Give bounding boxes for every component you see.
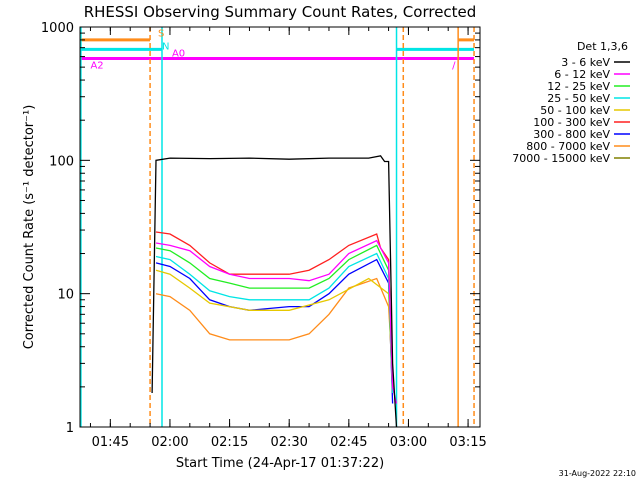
legend-entry-6: 300 - 800 keV [533,128,610,141]
series-layer [151,155,398,428]
x-tick-label-3: 02:30 [270,435,307,450]
y-tick-label-0: 1 [66,421,74,436]
x-tick-label-0: 01:45 [92,435,129,450]
flag-annotation-1: N [162,41,169,52]
series-line-50-100-keV [155,269,394,394]
flag-annotation-4: / [452,60,456,71]
series-line-300-800-keV [155,258,394,404]
chart-title: RHESSI Observing Summary Count Rates, Co… [84,3,477,21]
x-tick-label-6: 03:15 [449,435,486,450]
flag-annotation-0: S [158,28,164,39]
series-line-25-50-keV [155,252,394,394]
legend-entry-4: 50 - 100 keV [540,104,610,117]
series-line-800-7000-keV [155,277,394,374]
flag-layer [80,38,475,61]
x-tick-label-2: 02:15 [211,435,248,450]
flag-annotation-3: A2 [90,60,103,71]
y-axis-label: Corrected Count Rate (s⁻¹ detector⁻¹) [22,105,37,350]
legend-entry-0: 3 - 6 keV [561,56,610,69]
x-tick-label-1: 02:00 [151,435,188,450]
plot-frame [79,26,481,428]
y-tick-label-1: 10 [57,288,74,303]
legend-entry-2: 12 - 25 keV [547,80,610,93]
flag-annotation-2: A0 [172,49,185,60]
legend-entry-1: 6 - 12 keV [554,68,610,81]
y-axis: 1 10 100 1000 [41,21,480,436]
x-axis-label: Start Time (24-Apr-17 01:37:22) [176,456,384,471]
x-tick-label-5: 03:00 [390,435,427,450]
vertical-line-layer [80,27,475,427]
footer-date: 31-Aug-2022 22:10 [558,469,636,478]
legend-title: Det 1,3,6 [577,40,628,53]
legend-entry-5: 100 - 300 keV [533,116,610,129]
x-tick-label-4: 02:45 [330,435,367,450]
series-line-6-12-keV [155,239,398,404]
legend-entry-8: 7000 - 15000 keV [512,152,610,165]
legend-entry-7: 800 - 7000 keV [526,140,610,153]
y-tick-label-2: 100 [49,154,74,169]
y-tick-label-3: 1000 [41,21,74,36]
series-line-3-6-keV [151,155,398,428]
legend-entry-3: 25 - 50 keV [547,92,610,105]
x-axis: 01:45 02:00 02:15 02:30 02:45 03:00 03:15 [89,27,487,450]
series-line-12-25-keV [155,244,394,387]
